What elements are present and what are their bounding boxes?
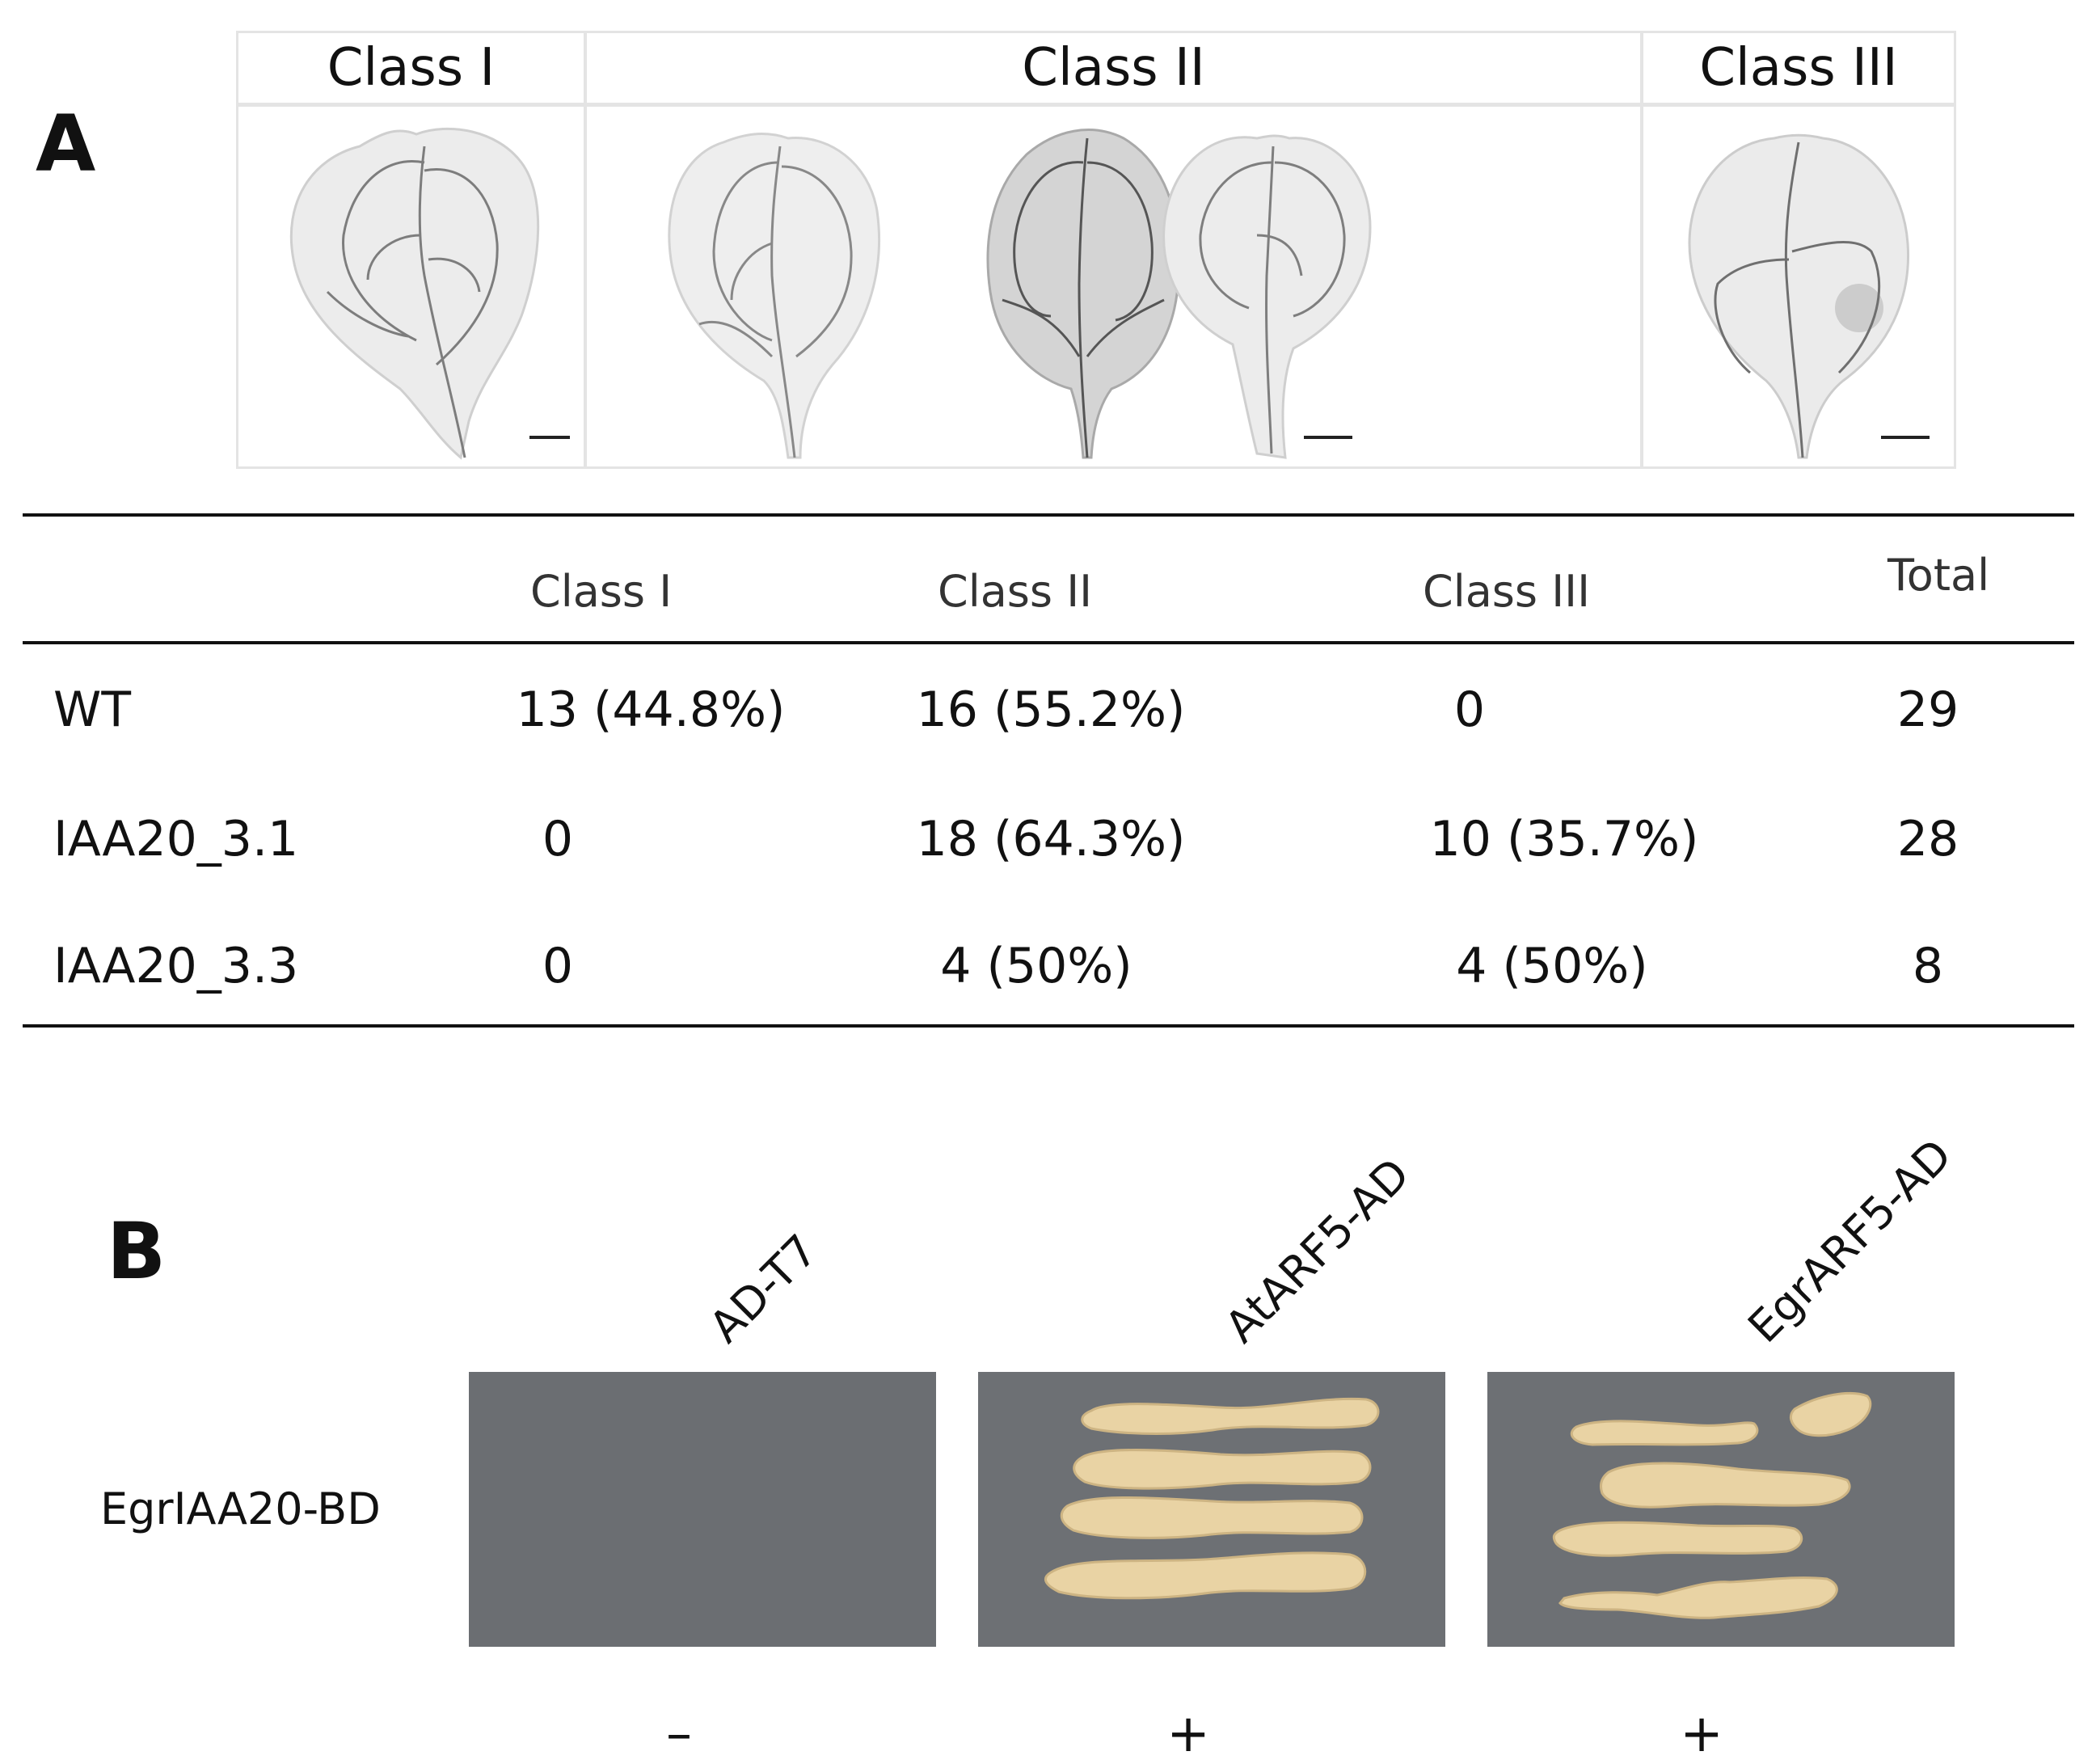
row-label-egriaa20-bd: EgrIAA20-BD — [100, 1483, 381, 1534]
table-cell: 10 (35.7%) — [1429, 811, 1699, 867]
column-header-class-i: Class I — [530, 566, 673, 617]
table-cell: 13 (44.8%) — [516, 682, 786, 738]
yeast-plate-ad-t7 — [469, 1372, 936, 1647]
image-header-class-i: Class I — [327, 38, 496, 98]
table-cell: 4 (50%) — [940, 938, 1132, 994]
grid-divider — [238, 103, 1954, 107]
result-sign-ad-t7: – — [666, 1704, 692, 1764]
result-sign-egrarf5-ad: + — [1680, 1704, 1723, 1764]
table-top-rule — [23, 513, 2074, 517]
plate-label-atarf5-ad: AtARF5-AD — [1215, 1148, 1419, 1353]
leaf-image-class-iii — [1688, 133, 1930, 459]
column-header-class-ii: Class II — [938, 566, 1093, 617]
table-cell: 28 — [1896, 811, 1959, 867]
yeast-plate-atarf5-ad — [978, 1372, 1445, 1647]
table-cell: 18 (64.3%) — [916, 811, 1186, 867]
row-label-wt: WT — [53, 682, 131, 738]
table-cell: 0 — [1453, 682, 1486, 738]
row-label-iaa20-3-3: IAA20_3.3 — [53, 938, 299, 994]
image-header-class-ii: Class II — [1022, 38, 1205, 98]
table-cell: 4 (50%) — [1456, 938, 1648, 994]
leaf-image-class-ii-a — [668, 133, 880, 459]
panel-b-letter: B — [107, 1206, 167, 1297]
grid-divider — [584, 33, 587, 466]
table-bottom-rule — [23, 1024, 2074, 1028]
panel-a-letter: A — [36, 99, 96, 189]
leaf-image-class-i — [289, 127, 570, 460]
table-cell: 16 (55.2%) — [916, 682, 1186, 738]
leaf-image-class-ii-b — [986, 129, 1180, 459]
table-cell: 0 — [542, 811, 574, 867]
image-header-class-iii: Class III — [1699, 38, 1898, 98]
table-cell: 0 — [542, 938, 574, 994]
plate-label-ad-t7: AD-T7 — [699, 1225, 828, 1353]
grid-divider — [1640, 33, 1643, 466]
plate-label-egrarf5-ad: EgrARF5-AD — [1738, 1129, 1962, 1353]
result-sign-atarf5-ad: + — [1166, 1704, 1210, 1764]
table-cell: 29 — [1896, 682, 1959, 738]
yeast-plate-egrarf5-ad — [1487, 1372, 1955, 1647]
leaf-image-class-ii-c — [1162, 134, 1372, 459]
leaf-image-grid: Class I Class II Class III — [236, 31, 1956, 469]
table-header-rule — [23, 641, 2074, 644]
column-header-class-iii: Class III — [1423, 566, 1591, 617]
table-cell: 8 — [1912, 938, 1944, 994]
row-label-iaa20-3-1: IAA20_3.1 — [53, 811, 299, 867]
column-header-total: Total — [1887, 550, 1990, 601]
